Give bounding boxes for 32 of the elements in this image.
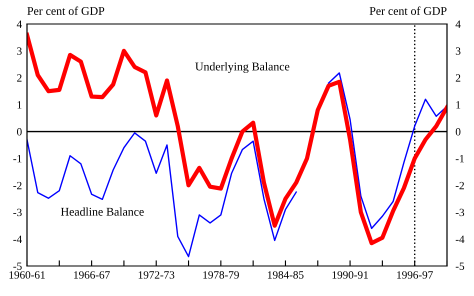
y2-tick-label: -2	[456, 182, 464, 190]
y-tick-label: -1	[13, 154, 22, 162]
y-tick-label: 4	[16, 20, 22, 28]
y2-tick-label: 2	[456, 74, 460, 82]
x-tick-label: 1978-79	[203, 271, 239, 279]
x-tick-label: 1996-97	[397, 271, 433, 279]
x-tick-label: 1966-67	[74, 271, 110, 279]
y-tick-label: 2	[17, 74, 22, 82]
text: Underlying Balance	[195, 62, 290, 73]
y2-tick-label: -5	[456, 262, 464, 270]
y-tick-label: -3	[13, 208, 22, 216]
y-tick-label: -4	[13, 236, 22, 243]
y2-tick-label: 1	[456, 101, 460, 109]
x-tick-label: 1960-61	[9, 271, 45, 279]
y-tick-label: 0	[17, 128, 22, 136]
y-tick-label: -2	[13, 182, 22, 190]
series-label: Headline Balance	[60, 207, 144, 216]
y2-axis-title: Per cent of GDP	[370, 6, 447, 15]
y2-tick-label: 3	[456, 47, 460, 55]
y2-tick-label: 4	[456, 20, 461, 28]
line-series	[27, 32, 447, 246]
y2-tick-label: -4	[456, 236, 464, 243]
y2-tick-label: 0	[456, 128, 460, 136]
x-tick-label: 1972-73	[138, 271, 174, 279]
x-tick-label: 1990-91	[332, 271, 368, 279]
y2-tick-label: -1	[456, 154, 464, 162]
y-tick-label: -5	[13, 262, 22, 270]
x-tick-label: 1984-85	[268, 271, 304, 279]
y-axis-title: Per cent of GDP	[27, 6, 104, 15]
y-tick-label: 3	[17, 47, 22, 55]
y2-tick-label: -3	[456, 208, 464, 216]
y-tick-label: 1	[18, 101, 22, 109]
